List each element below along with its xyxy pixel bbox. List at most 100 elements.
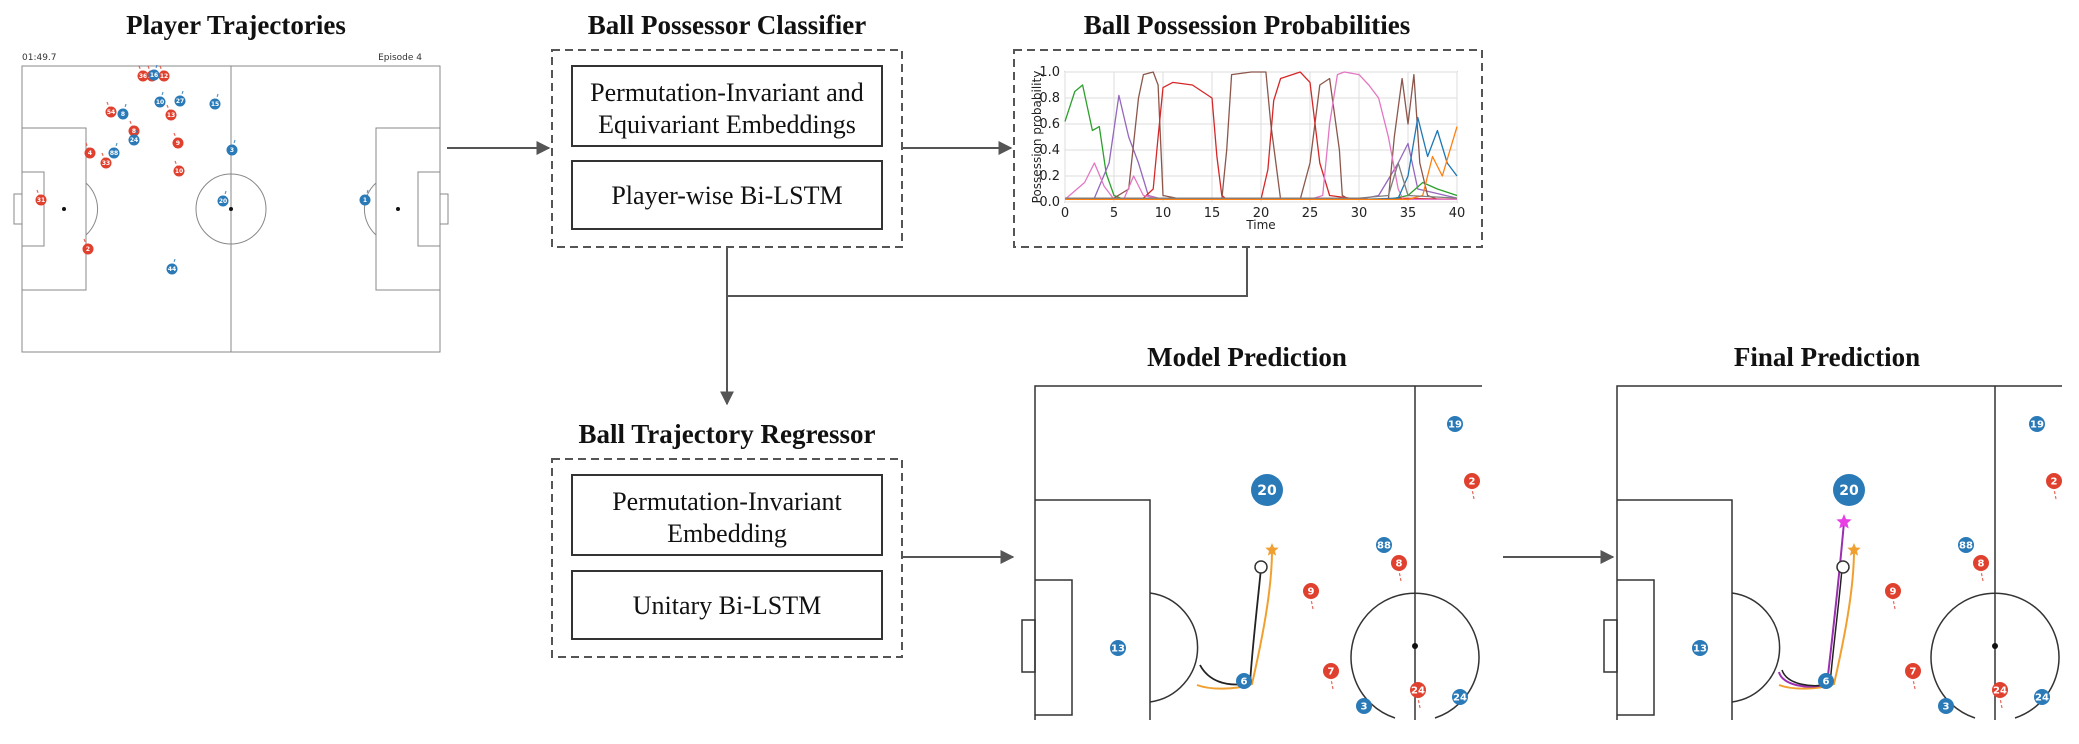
trajectory-red-player: 13 bbox=[165, 104, 177, 121]
trajectory-blue-player: 44 bbox=[166, 258, 178, 275]
prediction-blue-player: 88 bbox=[1958, 537, 1974, 553]
svg-text:9: 9 bbox=[1308, 587, 1315, 598]
model-prediction-trajectories bbox=[1196, 543, 1279, 690]
prediction-red-player: 8 bbox=[1973, 555, 1989, 582]
prediction-red-player: 2 bbox=[1464, 473, 1480, 500]
prediction-red-player: 7 bbox=[1905, 663, 1921, 690]
prediction-blue-player: 6 bbox=[1818, 673, 1834, 689]
prediction-red-player: 9 bbox=[1885, 583, 1901, 610]
unitary-bilstm-label: Unitary Bi-LSTM bbox=[633, 591, 822, 620]
prediction-blue-player: 19 bbox=[2029, 416, 2045, 432]
playerwise-bilstm-box bbox=[571, 160, 883, 230]
svg-text:9: 9 bbox=[176, 140, 180, 147]
trajectory-blue-player: 10 bbox=[154, 91, 166, 108]
svg-text:88: 88 bbox=[1959, 541, 1973, 552]
svg-text:7: 7 bbox=[1328, 667, 1335, 678]
final-prediction-pitch bbox=[1603, 385, 2062, 720]
prediction-blue-player: 20 bbox=[1251, 474, 1283, 506]
final-trajectory bbox=[1778, 521, 1845, 688]
svg-text:24: 24 bbox=[1411, 686, 1425, 697]
trajectory-blue-player: 24 bbox=[128, 129, 140, 146]
svg-text:8: 8 bbox=[1978, 559, 1985, 570]
chart-x-tick-label: 5 bbox=[1110, 206, 1118, 221]
prediction-blue-player: 19 bbox=[1447, 416, 1463, 432]
unitary-bilstm-box bbox=[571, 570, 883, 640]
chart-x-tick-label: 40 bbox=[1449, 206, 1466, 221]
embedding-box bbox=[571, 65, 883, 147]
svg-text:12: 12 bbox=[160, 73, 168, 80]
trajectory-red-player: 36 bbox=[137, 65, 149, 82]
trajectory-blue-player: 15 bbox=[209, 93, 221, 110]
connector-probabilities bbox=[727, 247, 1248, 297]
chart-x-tick-label: 35 bbox=[1400, 206, 1417, 221]
trajectory-red-player: 33 bbox=[100, 152, 112, 169]
svg-text:13: 13 bbox=[167, 112, 175, 119]
svg-text:4: 4 bbox=[88, 150, 92, 157]
trajectory-blue-player: 20 bbox=[217, 190, 229, 207]
trajectory-players: 361412549138433103121610271588824320144 bbox=[35, 64, 371, 275]
prediction-red-player: 8 bbox=[1391, 555, 1407, 582]
trajectory-red-player: 8 bbox=[128, 120, 140, 137]
svg-text:24: 24 bbox=[1453, 693, 1467, 704]
chart-series-line-8 bbox=[1065, 162, 1458, 199]
title-model-prediction: Model Prediction bbox=[1147, 342, 1347, 372]
svg-text:20: 20 bbox=[1257, 483, 1277, 499]
svg-text:19: 19 bbox=[1448, 420, 1462, 431]
embedding-box-line2: Equivariant Embeddings bbox=[598, 110, 856, 139]
trajectory-blue-player: 88 bbox=[108, 142, 120, 159]
svg-text:1: 1 bbox=[363, 197, 367, 204]
svg-text:24: 24 bbox=[1993, 686, 2007, 697]
possession-chart: 0 5 10 15 20 25 30 35 40 0.0 0.2 0.4 0.6 0.8 1.0 Time Po… bbox=[1030, 65, 1465, 232]
svg-text:16: 16 bbox=[150, 72, 158, 79]
prediction-red-player: 2 bbox=[2046, 473, 2062, 500]
title-player-trajectories: Player Trajectories bbox=[126, 10, 346, 40]
trajectory-red-player: 31 bbox=[35, 189, 47, 206]
prediction-blue-player: 20 bbox=[1833, 474, 1865, 506]
svg-text:19: 19 bbox=[2030, 420, 2044, 431]
svg-text:2: 2 bbox=[2051, 477, 2058, 488]
playerwise-bilstm-label: Player-wise Bi-LSTM bbox=[611, 181, 842, 210]
trajectory-blue-player: 3 bbox=[226, 139, 238, 156]
chart-x-axis-label: Time bbox=[1245, 218, 1275, 232]
svg-text:8: 8 bbox=[121, 111, 125, 118]
chart-series-line-5 bbox=[1064, 71, 1457, 201]
embedding-box-line1: Permutation-Invariant and bbox=[590, 78, 864, 107]
svg-text:24: 24 bbox=[130, 137, 138, 144]
prediction-red-player: 9 bbox=[1303, 583, 1319, 610]
svg-text:6: 6 bbox=[1241, 677, 1248, 688]
trajectory-red-player: 12 bbox=[158, 65, 170, 82]
chart-y-axis-label: Possession probability bbox=[1030, 71, 1044, 204]
chart-y-tick-label: 0.4 bbox=[1039, 143, 1060, 158]
svg-text:13: 13 bbox=[1693, 644, 1707, 655]
trajectory-blue-player: 16 bbox=[148, 64, 160, 81]
trajectory-red-player: 10 bbox=[173, 160, 185, 177]
ground-truth-star-marker bbox=[1847, 543, 1861, 556]
chart-x-tick-label: 20 bbox=[1253, 206, 1270, 221]
chart-y-tick-label: 0.2 bbox=[1039, 169, 1060, 184]
title-ball-possession-probabilities: Ball Possession Probabilities bbox=[1084, 10, 1411, 40]
final-star-marker bbox=[1836, 514, 1852, 529]
svg-text:9: 9 bbox=[1890, 587, 1897, 598]
chart-x-tick-label: 30 bbox=[1351, 206, 1368, 221]
trajectory-red-player: 54 bbox=[105, 101, 117, 118]
final-prediction-trajectories bbox=[1778, 514, 1861, 690]
svg-text:27: 27 bbox=[176, 98, 184, 105]
svg-text:24: 24 bbox=[2035, 693, 2049, 704]
svg-text:10: 10 bbox=[156, 99, 164, 106]
pi-embedding-line2: Embedding bbox=[667, 519, 787, 548]
svg-text:3: 3 bbox=[1361, 702, 1368, 713]
predicted-trajectory bbox=[1199, 567, 1262, 686]
svg-text:20: 20 bbox=[219, 198, 227, 205]
svg-text:13: 13 bbox=[1111, 644, 1125, 655]
svg-text:2: 2 bbox=[86, 246, 90, 253]
trajectory-blue-player: 8 bbox=[117, 103, 129, 120]
prediction-blue-player: 13 bbox=[1110, 640, 1126, 656]
trajectory-blue-player: 27 bbox=[174, 90, 186, 107]
chart-x-tick-label: 0 bbox=[1061, 206, 1069, 221]
chart-x-tick-label: 10 bbox=[1155, 206, 1172, 221]
prediction-blue-player: 24 bbox=[2034, 689, 2050, 705]
prediction-blue-player: 88 bbox=[1376, 537, 1392, 553]
svg-text:54: 54 bbox=[107, 109, 115, 116]
chart-y-tick-label: 0.8 bbox=[1039, 91, 1060, 106]
